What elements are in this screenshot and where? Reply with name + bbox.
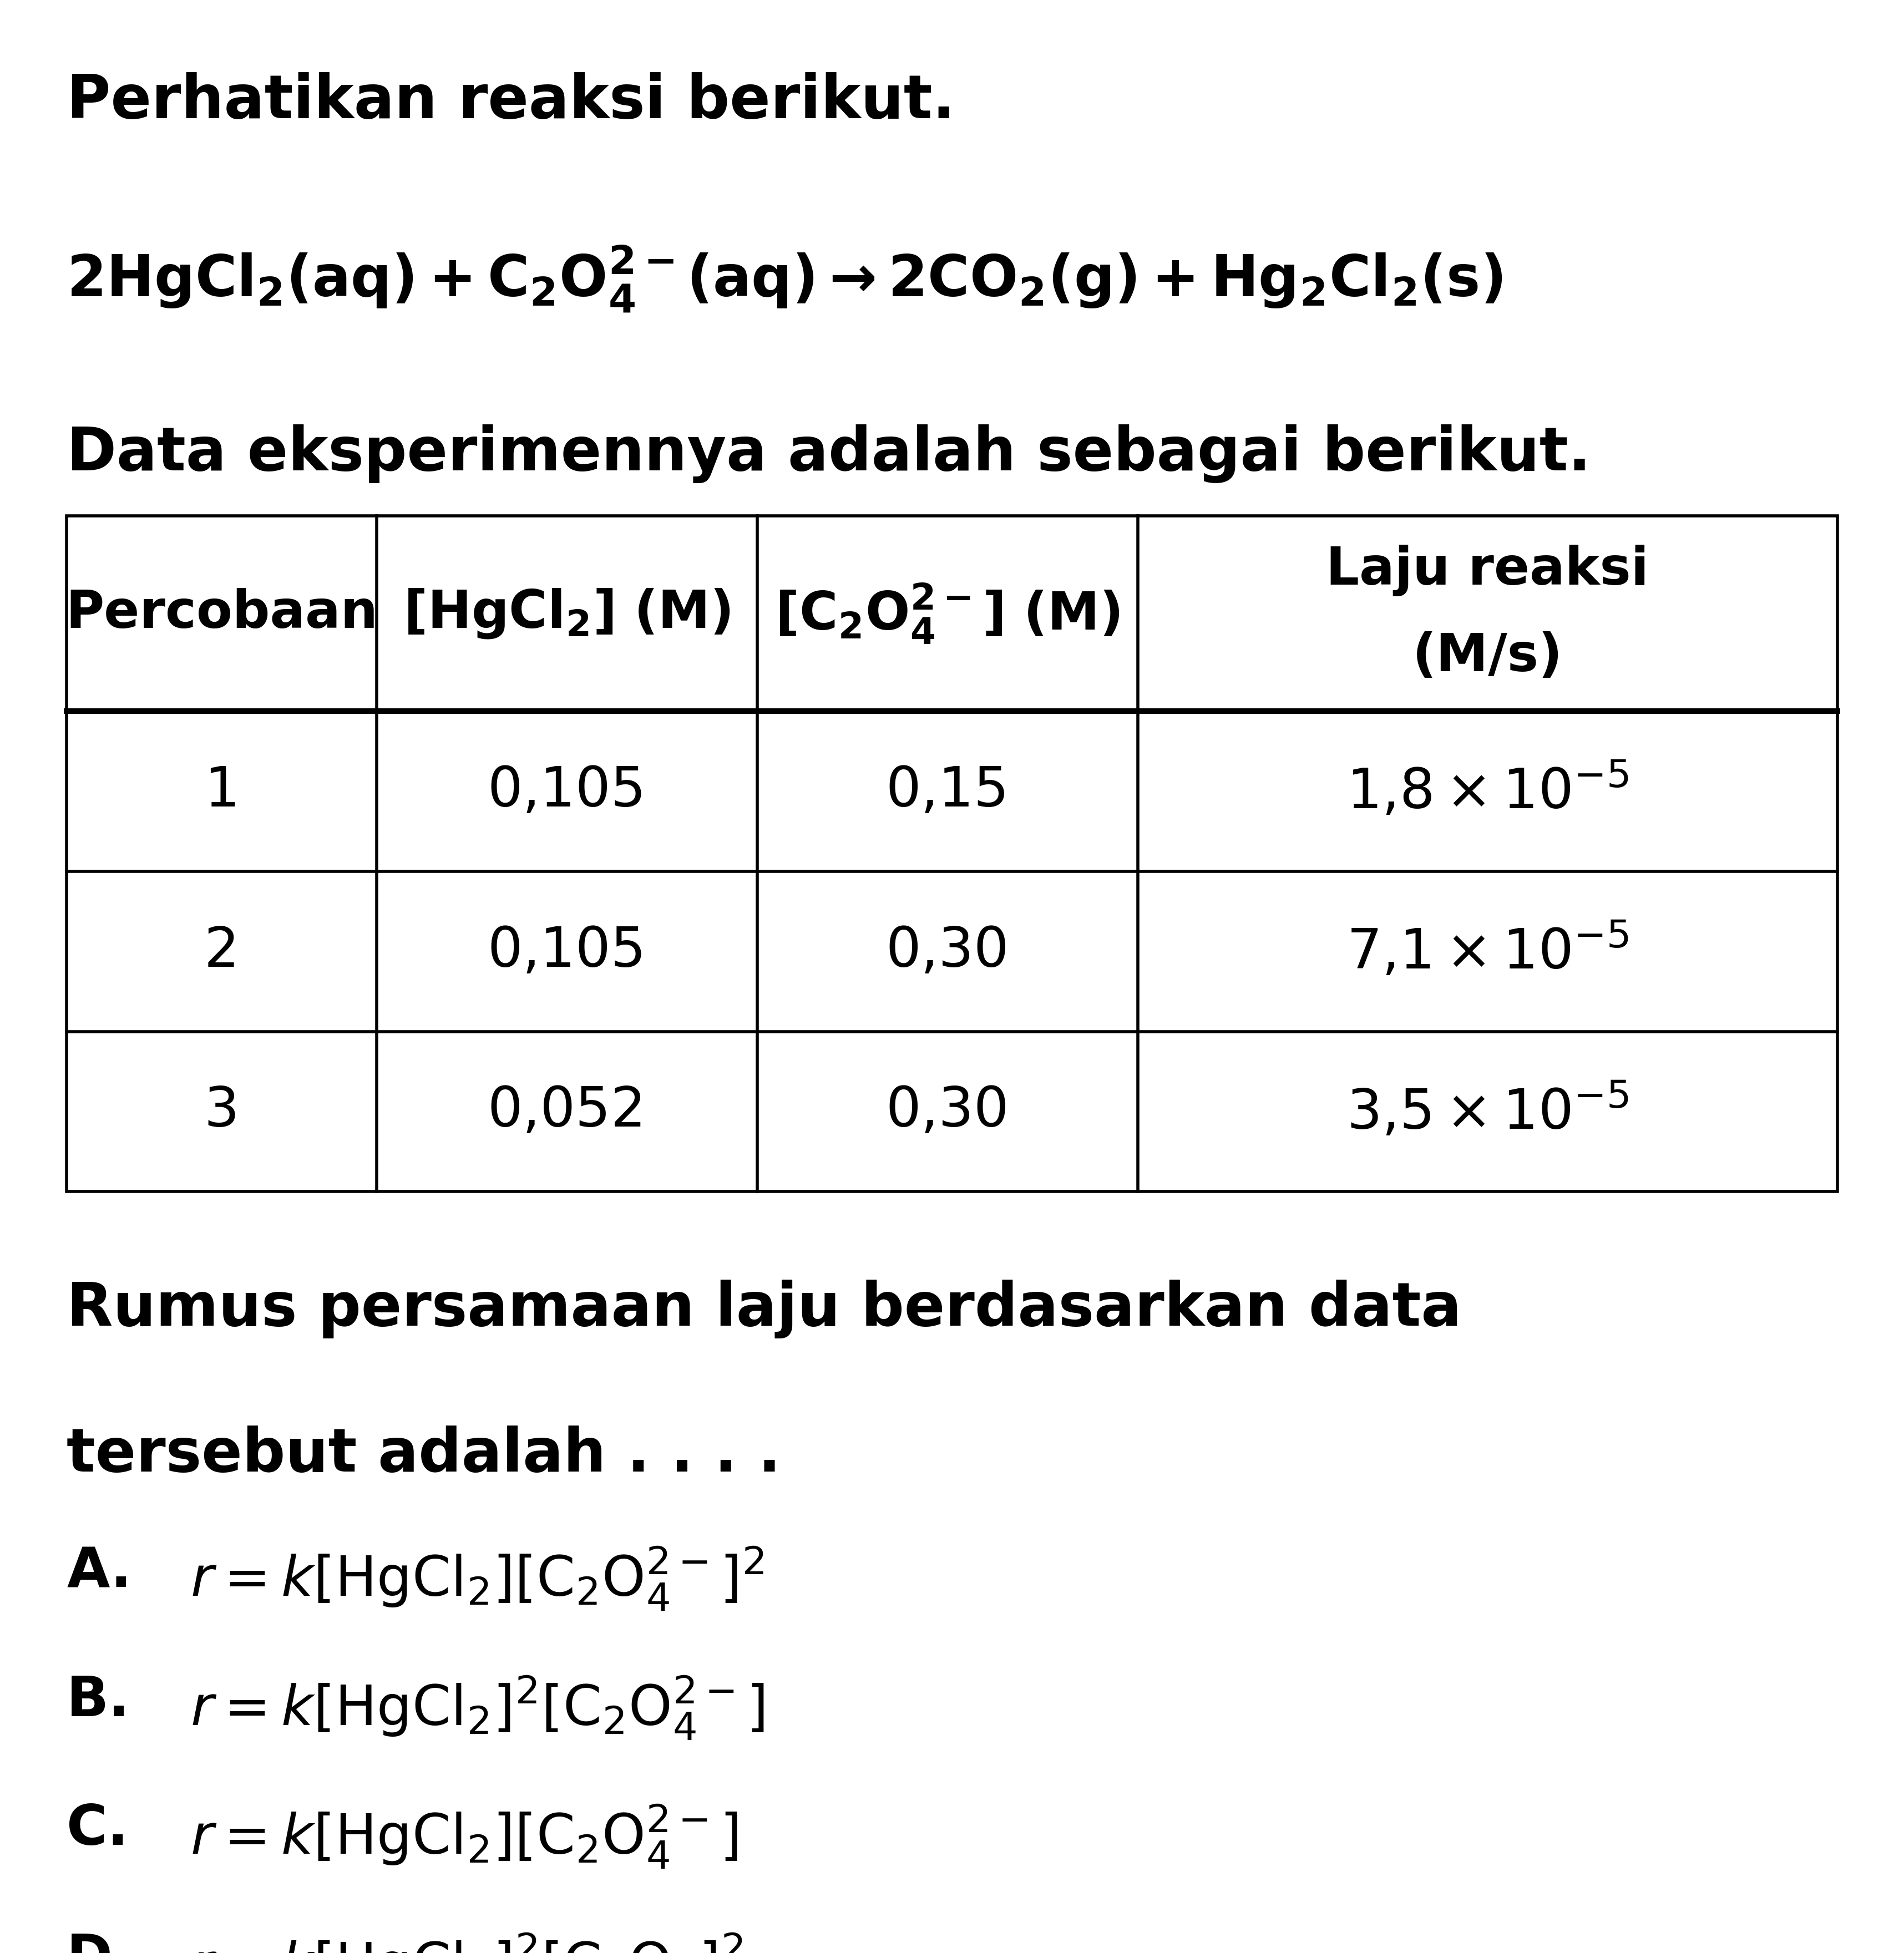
Text: A.: A. [67, 1545, 131, 1600]
Text: $3{,}5 \times 10^{-5}$: $3{,}5 \times 10^{-5}$ [1346, 1082, 1628, 1141]
Text: 3: 3 [204, 1084, 240, 1139]
Text: $r = k[\mathrm{HgCl_2}]^2[\mathrm{C_2O_4}]^2$: $r = k[\mathrm{HgCl_2}]^2[\mathrm{C_2O_4… [190, 1932, 743, 1953]
Text: B.: B. [67, 1674, 129, 1728]
Text: $1{,}8 \times 10^{-5}$: $1{,}8 \times 10^{-5}$ [1346, 762, 1628, 820]
Text: D.: D. [67, 1932, 133, 1953]
Text: Perhatikan reaksi berikut.: Perhatikan reaksi berikut. [67, 72, 956, 131]
Text: $r = k[\mathrm{HgCl_2}][\mathrm{C_2O_4^{2-}}]$: $r = k[\mathrm{HgCl_2}][\mathrm{C_2O_4^{… [190, 1803, 737, 1871]
Text: (M/s): (M/s) [1413, 631, 1563, 682]
Text: 2: 2 [204, 924, 240, 978]
Text: 1: 1 [204, 764, 240, 818]
Text: $r = k[\mathrm{HgCl_2}][\mathrm{C_2O_4^{2-}}]^2$: $r = k[\mathrm{HgCl_2}][\mathrm{C_2O_4^{… [190, 1545, 764, 1613]
Text: 0,30: 0,30 [885, 1084, 1009, 1139]
Text: 0,105: 0,105 [487, 924, 645, 978]
Text: Laju reaksi: Laju reaksi [1327, 545, 1649, 596]
Text: Rumus persamaan laju berdasarkan data: Rumus persamaan laju berdasarkan data [67, 1279, 1462, 1338]
Text: $r = k[\mathrm{HgCl_2}]^2[\mathrm{C_2O_4^{2-}}]$: $r = k[\mathrm{HgCl_2}]^2[\mathrm{C_2O_4… [190, 1674, 765, 1742]
Text: Data eksperimennya adalah sebagai berikut.: Data eksperimennya adalah sebagai beriku… [67, 424, 1592, 484]
Text: C.: C. [67, 1803, 128, 1857]
Text: 0,052: 0,052 [487, 1084, 645, 1139]
Text: tersebut adalah . . . .: tersebut adalah . . . . [67, 1426, 781, 1484]
Text: $\mathbf{[HgCl_2]\ (M)}$: $\mathbf{[HgCl_2]\ (M)}$ [404, 588, 731, 641]
Text: 0,30: 0,30 [885, 924, 1009, 978]
Text: $\mathbf{[C_2O_4^{2-}]\ (M)}$: $\mathbf{[C_2O_4^{2-}]\ (M)}$ [775, 582, 1120, 646]
Text: $\bf{2HgCl_2(aq) + C_2O_4^{2-}(aq) \rightarrow 2CO_2(g) + Hg_2Cl_2(s)}$: $\bf{2HgCl_2(aq) + C_2O_4^{2-}(aq) \righ… [67, 244, 1502, 314]
Text: 0,15: 0,15 [885, 764, 1009, 818]
Text: $7{,}1 \times 10^{-5}$: $7{,}1 \times 10^{-5}$ [1346, 922, 1628, 980]
Bar [67, 516, 1837, 1191]
Text: Percobaan: Percobaan [65, 588, 377, 639]
Text: 0,105: 0,105 [487, 764, 645, 818]
